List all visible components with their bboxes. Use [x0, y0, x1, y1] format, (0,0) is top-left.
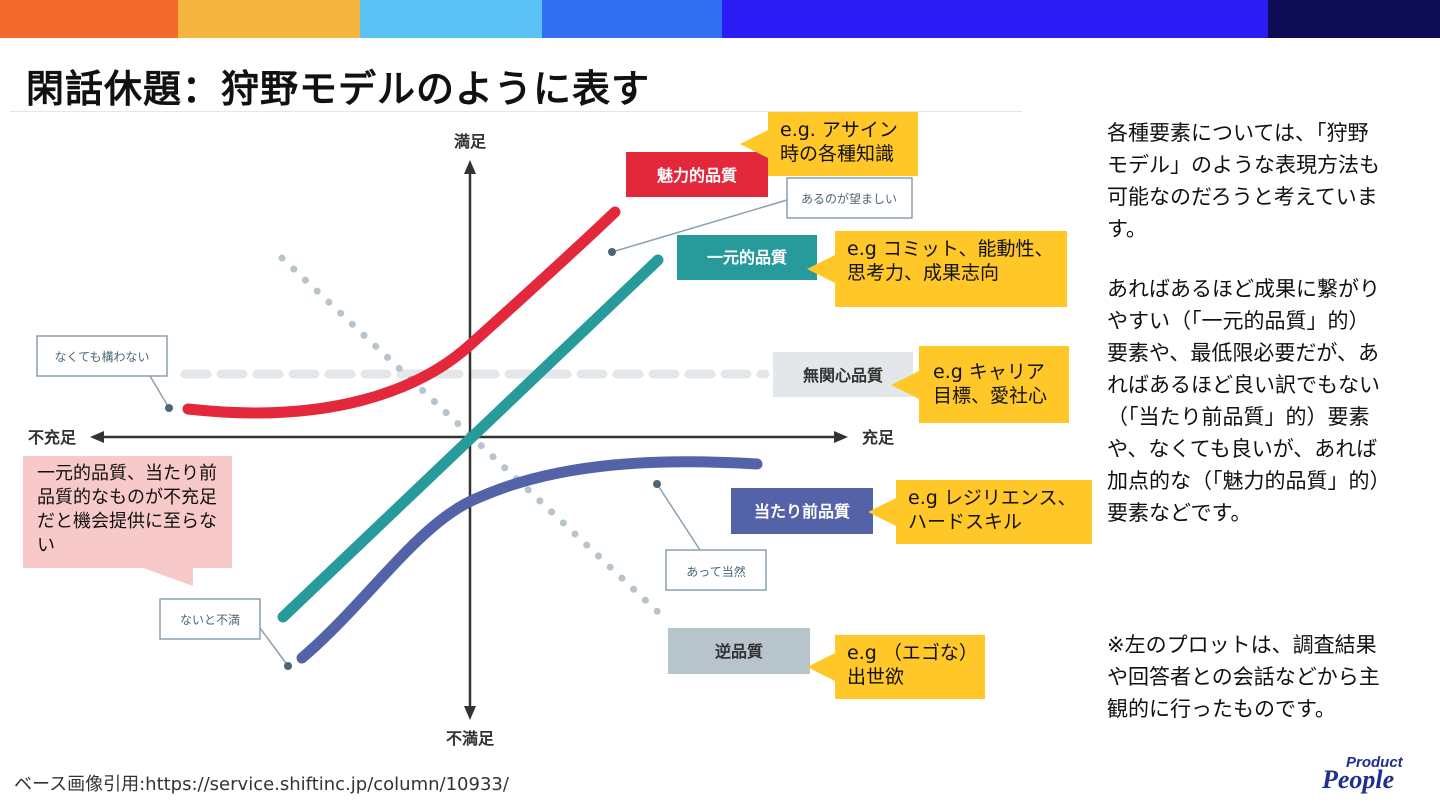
insufficient-note-text: 一元的品質、当たり前品質的なものが不充足だと機会提供に至らない [37, 463, 217, 556]
attractive-label-box [626, 152, 768, 197]
logo-text-people: People [1321, 765, 1394, 794]
color-bar-segment-1 [0, 0, 178, 38]
horizontal-axis-arrow-left [90, 431, 104, 443]
horizontal-axis-arrow-right [834, 431, 848, 443]
dont-mind-leader [149, 375, 170, 409]
color-bar-segment-6 [1268, 0, 1440, 38]
slide-title: 閑話休題：狩野モデルのように表す [26, 67, 651, 111]
right-paragraph-3: ※左のプロットは、調査結果や回答者との会話などから主観的に行ったものです。 [1107, 633, 1380, 721]
taken-for-granted-text: あって当然 [686, 564, 745, 579]
right-paragraph-1: 各種要素については、「狩野モデル」のような表現方法も可能なのだろうと考えています… [1107, 121, 1380, 241]
must-be-curve [296, 456, 763, 664]
reverse-label-box [668, 628, 810, 674]
dissatisfied-dot [284, 662, 292, 670]
must-be-example-callout: e.g レジリエンス、ハードスキル [868, 480, 1092, 544]
axis-label-bottom: 不満足 [446, 729, 495, 748]
dissatisfied-box [159, 598, 261, 640]
desirable-text: あるのが望ましい [801, 191, 897, 206]
kano-model-diagram: 満足 不満足 不充足 充足 魅力的品質 一元的品質 無関心品質 当たり前品質 逆… [28, 132, 913, 748]
vertical-axis-arrow-up [464, 160, 476, 174]
top-color-bar [0, 0, 1440, 38]
attractive-example-callout: .c-att::before{} e.g. アサイン時の各種知識 [740, 112, 918, 176]
taken-for-granted-dot [653, 480, 661, 488]
one-dimensional-label: 一元的品質 [707, 248, 787, 267]
title-divider [10, 111, 1022, 112]
must-be-label: 当たり前品質 [754, 502, 850, 521]
logo-text-product: Product [1346, 754, 1404, 771]
reverse-example-callout: e.g （エゴな）出世欲 [807, 635, 985, 699]
color-bar-segment-4 [542, 0, 722, 38]
attractive-curve [182, 206, 621, 419]
reverse-example-text: e.g （エゴな）出世欲 [847, 642, 969, 688]
source-citation: ベース画像引用:https://service.shiftinc.jp/colu… [14, 774, 509, 795]
desirable-box [786, 177, 913, 219]
axis-label-right: 充足 [862, 428, 895, 447]
right-paragraph-2: あればあるほど成果に繋がりやすい（「一元的品質」的）要素や、最低限必要だが、あれ… [1107, 277, 1380, 525]
desirable-dot [608, 248, 616, 256]
one-dimensional-example-text: e.g コミット、能動性、思考力、成果志向 [847, 238, 1054, 284]
dissatisfied-leader [259, 627, 289, 667]
reverse-label: 逆品質 [715, 642, 763, 661]
indifferent-label: 無関心品質 [803, 366, 883, 385]
color-bar-segment-2 [178, 0, 360, 38]
vertical-axis-arrow-down [464, 706, 476, 720]
one-dimensional-example-callout: e.g コミット、能動性、思考力、成果志向 [807, 231, 1067, 307]
product-people-logo: Product People [1321, 754, 1404, 794]
color-bar-segment-5 [722, 0, 1268, 38]
taken-for-granted-leader [656, 483, 701, 551]
attractive-example-text: e.g. アサイン時の各種知識 [780, 119, 898, 165]
axis-label-left: 不充足 [28, 428, 77, 447]
must-be-label-box [731, 488, 873, 534]
indifferent-example-text: e.g キャリア目標、愛社心 [933, 361, 1048, 407]
dont-mind-box [36, 335, 168, 377]
axis-label-top: 満足 [454, 132, 487, 151]
dont-mind-text: なくても構わない [54, 350, 149, 364]
desirable-leader [611, 199, 788, 253]
must-be-example-text: e.g レジリエンス、ハードスキル [908, 487, 1077, 533]
insufficient-note: 一元的品質、当たり前品質的なものが不充足だと機会提供に至らない [23, 456, 232, 586]
taken-for-granted-box [665, 549, 767, 591]
dissatisfied-text: ないと不満 [180, 613, 240, 627]
color-bar-segment-3 [360, 0, 542, 38]
dont-mind-dot [165, 404, 173, 412]
one-dimensional-label-box [677, 235, 817, 280]
indifferent-example-callout: e.g キャリア目標、愛社心 [891, 346, 1069, 423]
indifferent-label-box [773, 352, 913, 397]
attractive-label: 魅力的品質 [657, 166, 737, 185]
one-dimensional-curve [277, 254, 664, 623]
